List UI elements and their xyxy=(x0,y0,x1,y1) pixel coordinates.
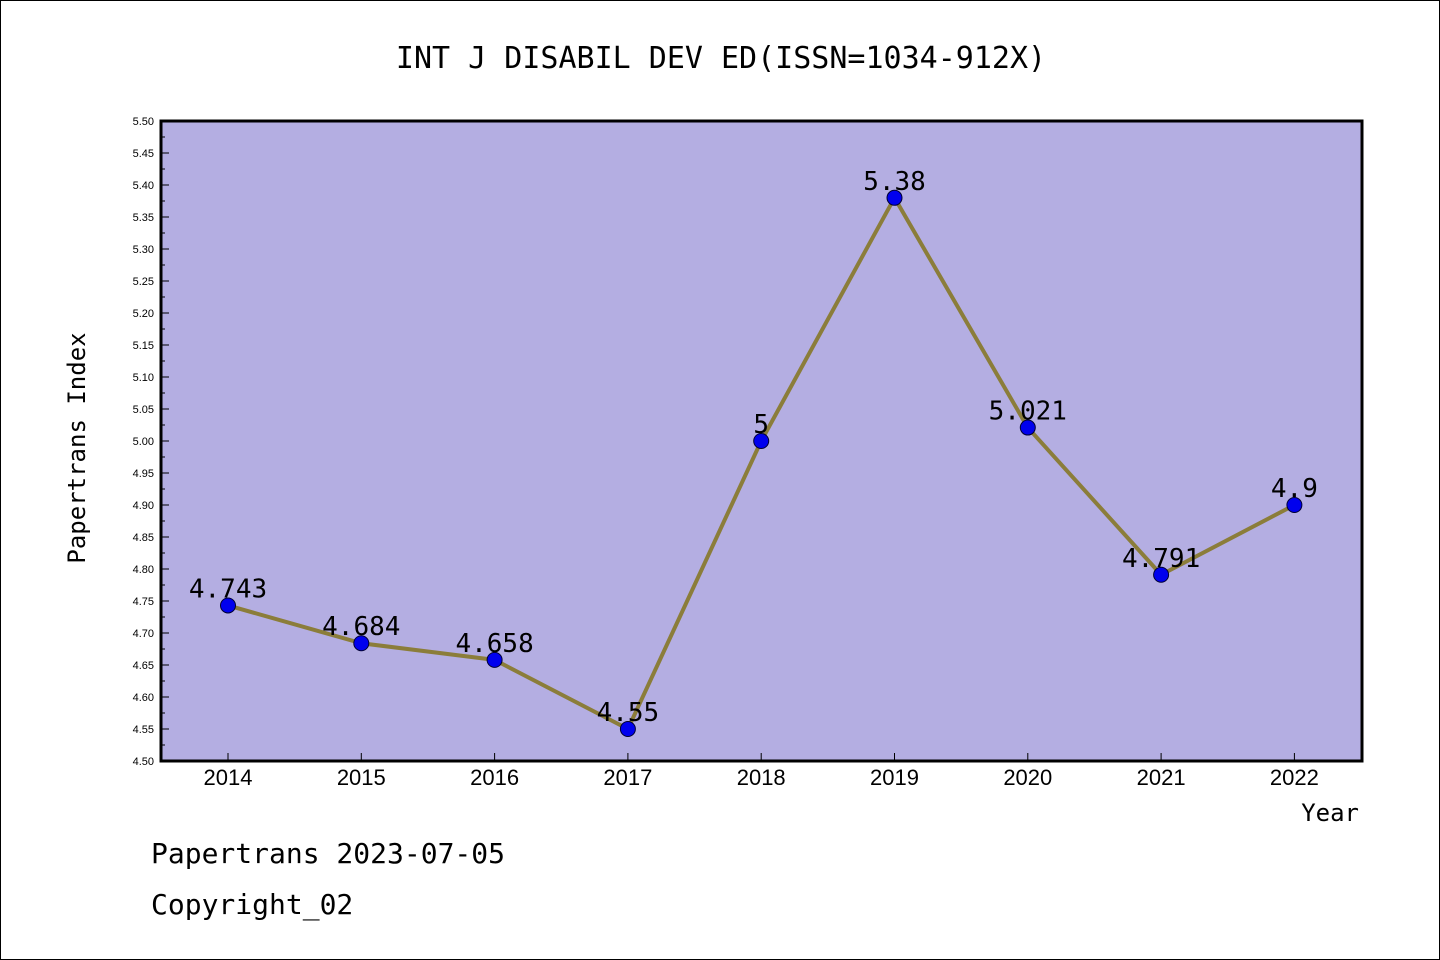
x-tick-label: 2019 xyxy=(870,765,919,790)
x-tick-label: 2018 xyxy=(737,765,786,790)
y-tick-label: 5.40 xyxy=(133,180,154,192)
data-label: 4.743 xyxy=(189,574,267,604)
x-tick-label: 2022 xyxy=(1270,765,1319,790)
series xyxy=(220,189,1303,737)
y-tick-label: 4.60 xyxy=(133,692,154,704)
data-labels: 4.743 4.684 4.658 4.55 5 5.38 5.021 4.791 4.9 xyxy=(189,167,1318,728)
x-axis-title: Year xyxy=(1301,799,1359,827)
y-tick-label: 4.70 xyxy=(133,628,154,640)
chart-title: INT J DISABIL DEV ED(ISSN=1034-912X) xyxy=(396,41,1046,76)
data-point xyxy=(486,651,503,668)
y-tick-label: 4.50 xyxy=(133,756,154,768)
y-tick-label: 4.75 xyxy=(133,596,154,608)
data-label: 4.9 xyxy=(1271,474,1318,504)
data-point xyxy=(1286,497,1303,513)
y-axis: 4.50 4.55 4.60 4.65 4.70 4.75 4.80 4.85 4.90 4.95… xyxy=(133,116,169,768)
y-tick-label: 5.30 xyxy=(133,244,154,256)
data-label: 4.55 xyxy=(597,698,660,728)
footer-date: Papertrans 2023-07-05 xyxy=(151,837,505,870)
data-label: 4.684 xyxy=(322,612,400,642)
data-point xyxy=(886,189,903,206)
y-tick-label: 4.85 xyxy=(133,532,154,544)
x-tick-label: 2015 xyxy=(337,765,386,790)
data-point xyxy=(619,721,636,737)
data-point xyxy=(753,433,770,449)
y-tick-label: 5.20 xyxy=(133,308,154,320)
y-tick-label: 5.25 xyxy=(133,276,154,288)
y-tick-label: 5.05 xyxy=(133,404,154,416)
data-point xyxy=(353,635,370,652)
y-tick-label: 4.90 xyxy=(133,500,154,512)
y-axis-title: Papertrans Index xyxy=(63,332,91,563)
data-point xyxy=(1019,419,1036,436)
data-label: 5.38 xyxy=(863,167,926,197)
data-point xyxy=(1153,566,1170,583)
footer-copyright: Copyright_02 xyxy=(151,888,353,922)
y-tick-label: 4.95 xyxy=(133,468,154,480)
data-label: 5.021 xyxy=(989,397,1067,427)
y-tick-label: 5.45 xyxy=(133,148,154,160)
y-tick-label: 5.35 xyxy=(133,212,154,224)
data-label: 4.791 xyxy=(1122,544,1200,574)
x-tick-label: 2017 xyxy=(603,765,652,790)
y-tick-label: 5.15 xyxy=(133,340,154,352)
x-tick-label: 2014 xyxy=(204,765,253,790)
y-tick-label: 4.55 xyxy=(133,724,154,736)
y-tick-label: 5.50 xyxy=(133,116,154,128)
x-tick-label: 2016 xyxy=(470,765,519,790)
y-tick-label: 5.00 xyxy=(133,436,154,448)
y-tick-label: 5.10 xyxy=(133,372,154,384)
data-label: 5 xyxy=(753,410,769,440)
x-tick-label: 2021 xyxy=(1137,765,1186,790)
data-point xyxy=(220,597,236,614)
x-tick-label: 2020 xyxy=(1003,765,1052,790)
y-tick-label: 4.65 xyxy=(133,660,154,672)
y-tick-label: 4.80 xyxy=(133,564,154,576)
x-axis: 2014 2015 2016 2017 2018 2019 2020 2021 2022 xyxy=(204,753,1319,790)
data-label: 4.658 xyxy=(455,629,533,659)
